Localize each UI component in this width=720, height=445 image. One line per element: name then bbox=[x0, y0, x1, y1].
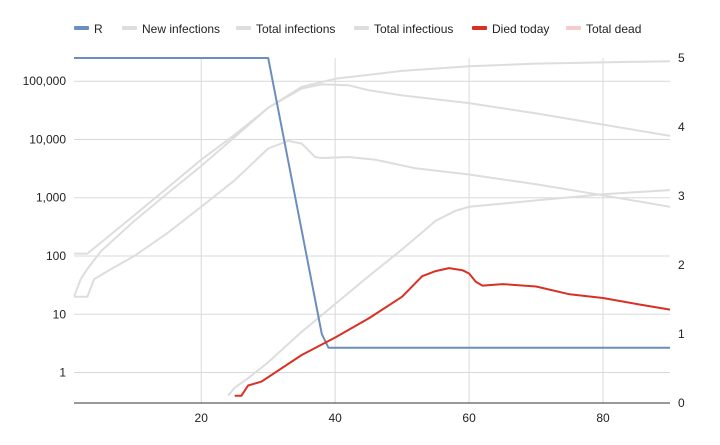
y-right-tick-label: 3 bbox=[678, 189, 685, 203]
legend-label-new-infections: New infections bbox=[142, 22, 220, 36]
x-tick-label: 60 bbox=[462, 411, 476, 425]
legend-swatch-r bbox=[74, 26, 89, 30]
legend-label-total-infections: Total infections bbox=[256, 22, 335, 36]
series-line-died-today bbox=[234, 267, 671, 397]
series-line-total-infections bbox=[73, 60, 671, 298]
y-left-tick-label: 100 bbox=[46, 249, 66, 263]
series-line-total-dead bbox=[227, 189, 671, 397]
legend-swatch-total-infections bbox=[236, 26, 251, 30]
x-tick-label: 40 bbox=[328, 411, 342, 425]
y-right-tick-label: 4 bbox=[678, 120, 685, 134]
series-line-r bbox=[74, 57, 670, 349]
y-left-tick-label: 1,000 bbox=[36, 191, 66, 205]
x-tick-label: 20 bbox=[195, 411, 209, 425]
series-line-new-infections bbox=[74, 139, 671, 298]
legend-label-r: R bbox=[94, 22, 103, 36]
x-tick-label: 80 bbox=[596, 411, 610, 425]
y-left-tick-label: 1 bbox=[59, 366, 66, 380]
legend-swatch-total-infectious bbox=[354, 26, 369, 30]
legend-swatch-total-dead bbox=[566, 26, 581, 30]
y-left-tick-label: 100,000 bbox=[23, 74, 67, 88]
legend-label-total-dead: Total dead bbox=[586, 22, 641, 36]
legend-swatch-new-infections bbox=[122, 26, 137, 30]
y-right-tick-label: 5 bbox=[678, 51, 685, 65]
series-line-total-infectious bbox=[74, 83, 671, 255]
legend-label-died-today: Died today bbox=[492, 22, 549, 36]
legend-label-total-infectious: Total infectious bbox=[374, 22, 453, 36]
y-right-tick-label: 0 bbox=[678, 396, 685, 410]
y-right-tick-label: 1 bbox=[678, 327, 685, 341]
y-left-tick-label: 10,000 bbox=[29, 132, 66, 146]
legend-swatch-died-today bbox=[472, 26, 487, 30]
y-left-tick-label: 10 bbox=[53, 307, 67, 321]
y-right-tick-label: 2 bbox=[678, 258, 685, 272]
